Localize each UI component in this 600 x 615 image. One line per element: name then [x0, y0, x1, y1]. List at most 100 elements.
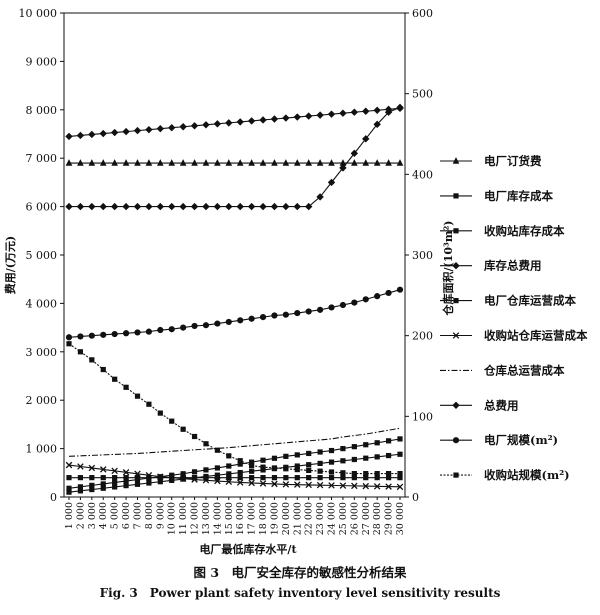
square-marker [123, 483, 129, 489]
data-point [134, 393, 141, 399]
circle-marker [305, 308, 312, 315]
square-marker [66, 489, 72, 495]
data-point [122, 469, 130, 476]
x-marker [157, 473, 164, 480]
diamond-marker [145, 125, 153, 134]
data-point [374, 471, 380, 477]
data-point [237, 461, 243, 467]
data-point [146, 401, 152, 407]
diamond-marker [99, 129, 107, 138]
circle-marker [374, 293, 381, 300]
x-marker [259, 480, 267, 487]
data-point [260, 467, 266, 473]
legend-label: 电厂仓库运营成本 [484, 294, 576, 308]
data-point [88, 159, 96, 166]
x-marker [362, 482, 370, 490]
data-point [385, 452, 392, 459]
x-marker [305, 481, 312, 489]
data-point [179, 202, 187, 211]
square-marker [123, 384, 129, 390]
square-marker [317, 449, 323, 455]
square-marker [283, 453, 289, 459]
right-tick-label: 400 [412, 168, 433, 181]
square-marker [260, 467, 266, 473]
legend-label: 库存总费用 [484, 259, 542, 273]
data-point [89, 357, 95, 363]
square-marker [214, 465, 220, 471]
triangle-marker [396, 159, 404, 166]
data-point [271, 312, 278, 319]
data-point [294, 481, 301, 488]
square-marker [226, 463, 232, 469]
square-marker [453, 298, 459, 304]
data-point [385, 159, 392, 166]
left-tick-label: 10 000 [19, 7, 58, 20]
diamond-marker [88, 202, 96, 211]
legend-label: 电厂规模(m²) [484, 433, 558, 447]
data-point [270, 115, 279, 123]
data-point [340, 475, 346, 481]
data-point [76, 131, 85, 140]
square-marker [306, 450, 312, 457]
data-point [100, 481, 106, 487]
x-marker [122, 469, 130, 476]
right-tick-label: 200 [412, 330, 433, 343]
square-marker [77, 484, 84, 490]
data-point [452, 401, 460, 409]
diamond-marker [452, 401, 460, 409]
right-axis-label: 仓库面积/(10³m²) [441, 220, 455, 316]
data-point [362, 135, 370, 143]
right-tick-label: 300 [412, 249, 433, 262]
data-point [384, 108, 393, 116]
square-marker [191, 469, 198, 475]
diamond-marker [247, 202, 256, 211]
data-point [363, 475, 369, 481]
data-point [110, 202, 119, 211]
diamond-marker [225, 202, 233, 211]
triangle-marker [225, 159, 233, 166]
circle-marker [122, 330, 130, 337]
circle-marker [259, 314, 267, 321]
square-marker [374, 475, 380, 481]
data-point [294, 466, 300, 473]
diamond-marker [350, 149, 359, 158]
x-tick-label: 29 000 [384, 502, 395, 535]
diamond-marker [156, 202, 165, 211]
data-point [397, 475, 403, 481]
circle-marker [248, 315, 255, 322]
x-marker [328, 482, 335, 489]
square-marker [249, 468, 255, 474]
data-point [202, 159, 210, 166]
legend-label: 收购站规模(m²) [484, 468, 570, 482]
square-marker [237, 461, 243, 467]
square-marker [283, 475, 289, 481]
square-marker [351, 456, 357, 463]
square-marker [306, 475, 312, 481]
square-marker [226, 453, 232, 459]
diamond-marker [339, 164, 347, 172]
data-point [123, 384, 129, 390]
data-point [237, 469, 243, 476]
square-marker [283, 466, 289, 472]
data-point [133, 126, 142, 135]
square-marker [363, 471, 369, 477]
data-point [100, 475, 106, 481]
data-point [226, 471, 232, 477]
data-point [282, 114, 290, 122]
square-marker [191, 433, 198, 440]
legend-item: 电厂库存成本 [440, 189, 553, 203]
data-point [168, 159, 176, 166]
triangle-marker [305, 159, 312, 166]
legend-item: 电厂订货费 [440, 154, 542, 168]
data-point [328, 482, 335, 489]
square-marker [226, 475, 232, 481]
data-point [340, 446, 346, 452]
data-point [259, 480, 267, 487]
square-marker [157, 410, 163, 416]
data-point [328, 447, 335, 454]
x-tick-label: 24 000 [327, 502, 338, 535]
data-point [453, 298, 459, 304]
square-marker [294, 475, 300, 481]
diamond-marker [270, 202, 279, 211]
